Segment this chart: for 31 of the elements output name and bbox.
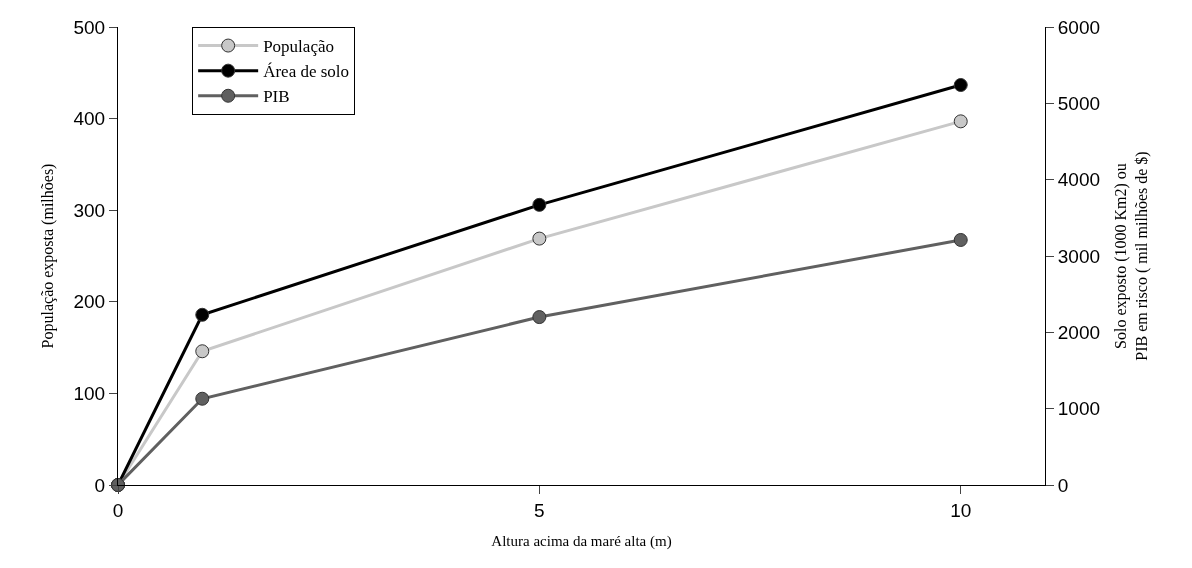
- y-axis-title: População exposta (milhões): [39, 163, 58, 349]
- y-tick-label: 100: [73, 383, 106, 405]
- point: [195, 307, 210, 322]
- y2-tick-label: 6000: [1057, 16, 1101, 38]
- point: [195, 344, 210, 359]
- legend-label: Área de solo: [263, 62, 350, 82]
- y2-tick-label: 1000: [1057, 398, 1101, 420]
- y2-axis-title: Solo exposto (1000 Km2) ou PIB em risco ( mil milhões de $): [1111, 151, 1151, 361]
- x-tick-label: 10: [950, 499, 972, 521]
- point: [195, 391, 210, 406]
- legend-label: População: [263, 37, 334, 57]
- point: [532, 231, 547, 246]
- x-tick-label: 0: [112, 499, 124, 521]
- y2-tick-label: 3000: [1057, 245, 1101, 267]
- x-tick-label: 5: [534, 499, 545, 521]
- point: [532, 197, 547, 212]
- point: [532, 310, 547, 325]
- legend-label: PIB: [263, 87, 290, 107]
- y-tick-label: 0: [94, 474, 106, 496]
- y-tick-label: 500: [73, 16, 106, 38]
- point: [953, 232, 968, 247]
- x-axis-title: Altura acima da maré alta (m): [491, 532, 672, 550]
- y2-tick-label: 2000: [1057, 321, 1101, 343]
- y2-tick-label: 0: [1057, 474, 1069, 496]
- y2-tick-label: 4000: [1057, 169, 1101, 191]
- y-tick-label: 200: [73, 291, 106, 313]
- point: [953, 114, 968, 129]
- point: [953, 78, 968, 92]
- y-tick-label: 300: [73, 199, 106, 221]
- y2-tick-label: 5000: [1057, 92, 1101, 114]
- y-tick-label: 400: [73, 108, 106, 130]
